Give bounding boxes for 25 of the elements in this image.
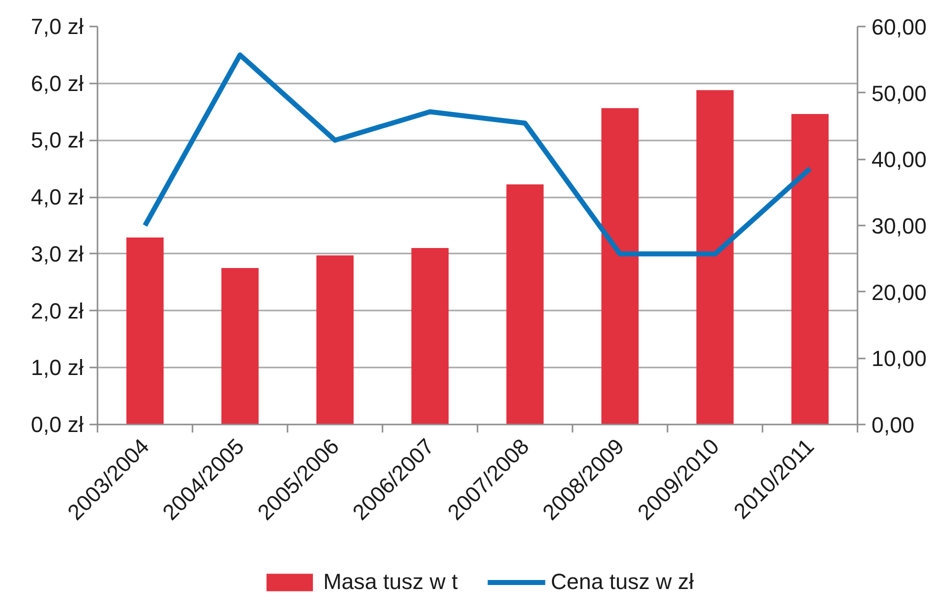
y2-tick-label: 60,00 bbox=[872, 14, 927, 40]
bar bbox=[506, 184, 544, 424]
legend-label: Cena tusz w zł bbox=[550, 569, 694, 595]
y2-tick-label: 40,00 bbox=[872, 147, 927, 172]
y2-tick-label: 30,00 bbox=[872, 214, 927, 238]
bar bbox=[221, 268, 259, 424]
y2-tick-label: 0,00 bbox=[872, 412, 914, 438]
legend-label: Masa tusz w t bbox=[323, 569, 458, 595]
y2-tick-label: 20,00 bbox=[872, 280, 927, 305]
y-tick-label: 4,0 zł bbox=[30, 184, 84, 210]
y-tick-label: 3,0 zł bbox=[30, 241, 84, 266]
bar bbox=[601, 108, 639, 424]
y-tick-label: 2,0 zł bbox=[30, 298, 84, 324]
y2-tick-label: 10,00 bbox=[872, 346, 927, 372]
y-tick-label: 5,0 zł bbox=[30, 128, 84, 153]
y-tick-label: 1,0 zł bbox=[30, 355, 84, 380]
bar bbox=[126, 237, 164, 424]
bar bbox=[791, 114, 829, 424]
y-tick-label: 0,0 zł bbox=[30, 412, 84, 437]
y2-tick-label: 50,00 bbox=[872, 80, 927, 106]
y-tick-label: 6,0 zł bbox=[30, 70, 84, 96]
bar bbox=[316, 255, 354, 424]
bar bbox=[696, 90, 734, 424]
bar bbox=[411, 248, 449, 424]
y-tick-label: 7,0 zł bbox=[30, 14, 84, 39]
